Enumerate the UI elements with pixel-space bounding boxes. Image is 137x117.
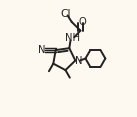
Text: N: N [75, 56, 82, 66]
Text: O: O [79, 17, 86, 27]
Text: NH: NH [65, 33, 80, 43]
Text: N: N [38, 45, 45, 55]
Text: Cl: Cl [60, 9, 70, 19]
